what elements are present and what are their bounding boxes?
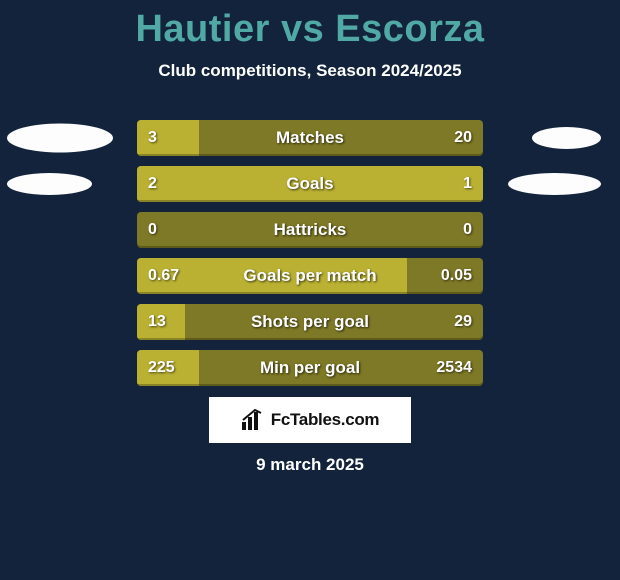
brand-badge: FcTables.com bbox=[209, 397, 411, 443]
stat-label: Goals bbox=[286, 174, 333, 194]
left-value: 3 bbox=[148, 129, 157, 147]
player-right-badge bbox=[532, 127, 601, 149]
right-value: 2534 bbox=[436, 359, 472, 377]
brand-text: FcTables.com bbox=[271, 410, 380, 430]
stat-row-hattricks: 0 Hattricks 0 bbox=[0, 212, 620, 248]
subtitle: Club competitions, Season 2024/2025 bbox=[0, 61, 620, 81]
stat-row-goals: 2 Goals 1 bbox=[0, 166, 620, 202]
left-value: 2 bbox=[148, 175, 157, 193]
bar-track: 3 Matches 20 bbox=[137, 120, 483, 156]
right-value: 0 bbox=[463, 221, 472, 239]
bar-track: 13 Shots per goal 29 bbox=[137, 304, 483, 340]
date-text: 9 march 2025 bbox=[256, 455, 364, 475]
left-value: 0.67 bbox=[148, 267, 179, 285]
player-left-badge bbox=[7, 173, 92, 195]
bar-track: 2 Goals 1 bbox=[137, 166, 483, 202]
right-value: 20 bbox=[454, 129, 472, 147]
stat-row-min-per-goal: 225 Min per goal 2534 bbox=[0, 350, 620, 386]
right-value: 0.05 bbox=[441, 267, 472, 285]
stat-label: Shots per goal bbox=[251, 312, 369, 332]
stat-label: Matches bbox=[276, 128, 344, 148]
comparison-chart: 3 Matches 20 2 Goals 1 0 Hattricks 0 0 bbox=[0, 120, 620, 396]
bars-icon bbox=[241, 409, 267, 431]
stat-row-matches: 3 Matches 20 bbox=[0, 120, 620, 156]
left-value: 13 bbox=[148, 313, 166, 331]
stat-row-shots-per-goal: 13 Shots per goal 29 bbox=[0, 304, 620, 340]
bar-track: 225 Min per goal 2534 bbox=[137, 350, 483, 386]
stat-label: Goals per match bbox=[243, 266, 376, 286]
left-value: 0 bbox=[148, 221, 157, 239]
bar-track: 0.67 Goals per match 0.05 bbox=[137, 258, 483, 294]
right-value: 29 bbox=[454, 313, 472, 331]
page-title: Hautier vs Escorza bbox=[0, 0, 620, 51]
stat-label: Hattricks bbox=[274, 220, 347, 240]
stat-row-goals-per-match: 0.67 Goals per match 0.05 bbox=[0, 258, 620, 294]
right-value: 1 bbox=[463, 175, 472, 193]
bar-left-fill bbox=[137, 120, 199, 156]
left-value: 225 bbox=[148, 359, 175, 377]
player-left-badge bbox=[7, 124, 113, 153]
player-right-badge bbox=[508, 173, 601, 195]
stat-label: Min per goal bbox=[260, 358, 360, 378]
bar-track: 0 Hattricks 0 bbox=[137, 212, 483, 248]
